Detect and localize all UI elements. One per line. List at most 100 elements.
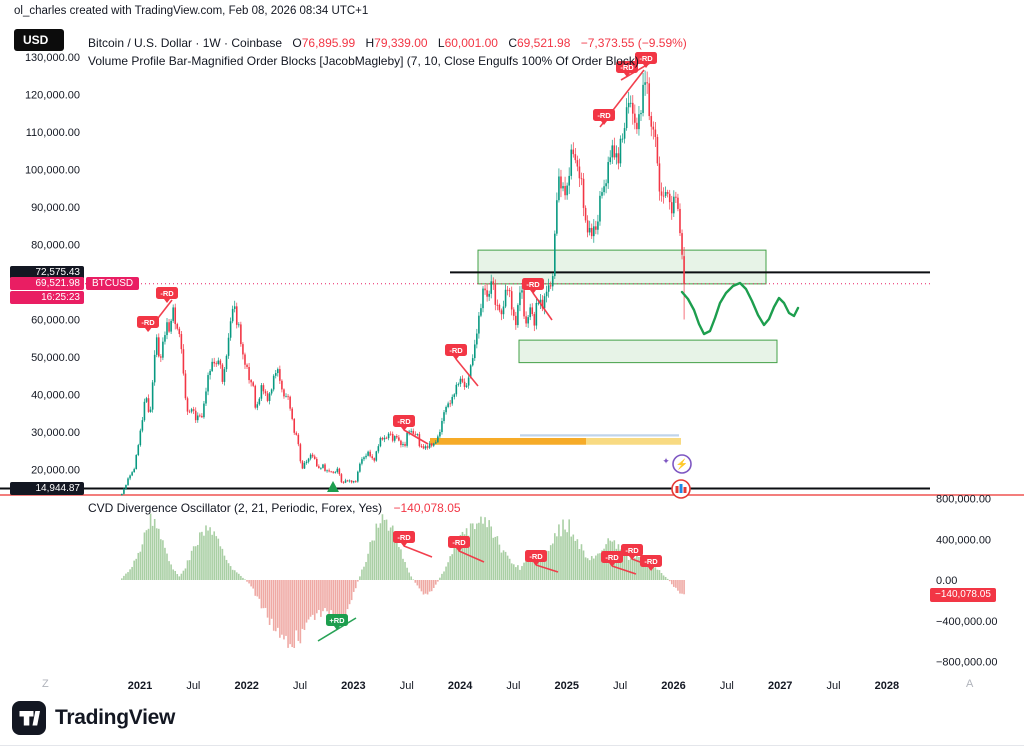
- histogram-bar: [274, 580, 277, 632]
- indicator-title[interactable]: Volume Profile Bar-Magnified Order Block…: [88, 54, 639, 68]
- candle-body: [363, 457, 365, 460]
- candle-body: [644, 82, 646, 85]
- histogram-bar: [151, 525, 154, 580]
- candle-body: [340, 474, 343, 483]
- candle-body: [512, 309, 515, 316]
- histogram-bar: [199, 532, 201, 580]
- candle-body: [539, 299, 542, 303]
- histogram-bar: [229, 566, 232, 580]
- candle-body: [662, 195, 665, 197]
- candle-body: [634, 113, 636, 123]
- tradingview-logo[interactable]: TradingView: [12, 701, 175, 735]
- histogram-bar: [668, 580, 671, 582]
- histogram-bar: [654, 567, 657, 580]
- histogram-bar: [652, 564, 655, 580]
- histogram-bar: [338, 580, 341, 624]
- osc-axis-label: 800,000.00: [936, 494, 991, 506]
- candle-body: [157, 337, 160, 357]
- histogram-bar: [315, 580, 318, 614]
- candle-body: [517, 305, 519, 326]
- histogram-bar: [549, 545, 552, 580]
- rd-marker: [621, 544, 643, 556]
- currency-badge[interactable]: USD: [14, 29, 65, 51]
- open-value: 76,895.99: [301, 36, 356, 50]
- candle-body: [151, 382, 154, 410]
- divergence-line: [455, 358, 479, 387]
- histogram-bar: [309, 580, 312, 617]
- histogram-bar: [435, 580, 437, 585]
- rd-marker: [522, 278, 544, 290]
- histogram-bar: [523, 562, 525, 580]
- rd-marker-pointer: [643, 64, 649, 68]
- rd-marker-pointer: [601, 121, 607, 125]
- histogram-bar: [597, 553, 599, 580]
- histogram-bar: [480, 516, 482, 580]
- histogram-bar: [155, 528, 158, 580]
- candle-body: [155, 337, 158, 355]
- oscillator-title[interactable]: CVD Divergence Oscillator (2, 21, Period…: [88, 501, 383, 515]
- candle-body: [494, 284, 497, 305]
- histogram-bar: [556, 536, 558, 580]
- histogram-bar: [398, 547, 400, 580]
- histogram-bar: [258, 580, 261, 599]
- candle-body: [533, 314, 536, 326]
- symbol-title[interactable]: Bitcoin / U.S. Dollar · 1W · Coinbase: [88, 36, 283, 50]
- histogram-bar: [137, 552, 140, 580]
- histogram-bar: [227, 563, 230, 580]
- histogram-bar: [422, 580, 425, 595]
- candle-body: [248, 366, 250, 381]
- rd-marker: [137, 316, 159, 328]
- histogram-bar: [326, 580, 328, 612]
- histogram-bar: [350, 580, 353, 601]
- histogram-bar: [192, 546, 195, 580]
- candle-body: [455, 384, 458, 395]
- histogram-bar: [432, 580, 435, 588]
- candle-body: [281, 380, 283, 390]
- histogram-bar: [529, 554, 531, 580]
- histogram-bar: [603, 548, 605, 580]
- histogram-bar: [547, 550, 550, 580]
- histogram-bar: [459, 534, 462, 580]
- candle-body: [428, 443, 431, 448]
- candle-body: [465, 385, 468, 387]
- histogram-bar: [631, 558, 634, 580]
- candle-body: [623, 128, 626, 139]
- candle-body: [170, 320, 172, 332]
- time-axis-label: Jul: [827, 680, 841, 692]
- histogram-bar: [568, 519, 570, 580]
- candle-body: [320, 467, 322, 469]
- candle-body: [381, 437, 384, 440]
- oscillator-info-row: CVD Divergence Oscillator (2, 21, Period…: [88, 501, 461, 515]
- candle-body: [582, 178, 585, 208]
- histogram-bar: [660, 573, 663, 580]
- candle-body: [609, 157, 612, 163]
- histogram-bar: [675, 580, 677, 588]
- histogram-bar: [681, 580, 683, 594]
- candle-body: [174, 307, 177, 325]
- histogram-bar: [478, 522, 480, 580]
- rd-marker-label: -RD: [452, 538, 466, 547]
- histogram-bar: [416, 580, 419, 586]
- rd-marker-label: -RD: [620, 63, 634, 72]
- rd-marker-pointer: [453, 356, 459, 360]
- candle-body: [233, 306, 236, 309]
- price-axis-label: 110,000.00: [26, 127, 80, 139]
- candle-body: [404, 444, 406, 446]
- histogram-bar: [469, 523, 472, 580]
- candle-body: [250, 380, 252, 383]
- rd-marker-pointer: [629, 556, 635, 560]
- candle-body: [521, 290, 523, 293]
- histogram-bar: [295, 580, 298, 631]
- histogram-bar: [566, 532, 568, 580]
- histogram-bar: [554, 533, 556, 580]
- histogram-bar: [447, 562, 449, 580]
- rd-marker: [445, 344, 467, 356]
- histogram-bar: [486, 527, 488, 580]
- histogram-bar: [406, 567, 408, 580]
- histogram-bar: [289, 580, 291, 645]
- candle-body: [254, 385, 257, 408]
- candle-body: [670, 202, 673, 214]
- histogram-bar: [531, 556, 534, 580]
